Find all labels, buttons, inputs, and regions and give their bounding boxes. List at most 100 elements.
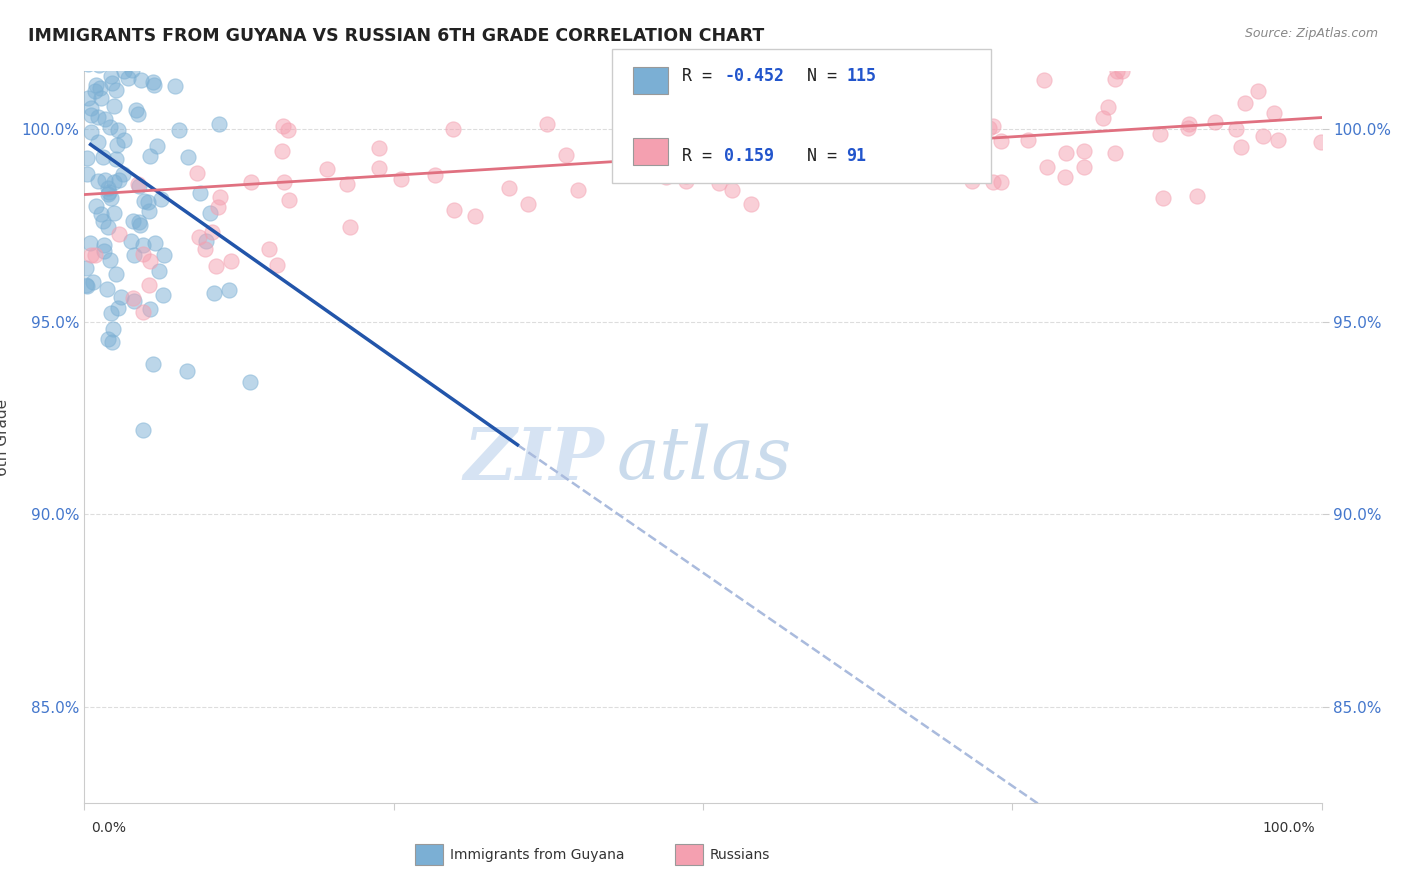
Point bbox=[702, 142, 724, 156]
Point bbox=[136, 195, 159, 210]
Point bbox=[112, 133, 135, 147]
Point bbox=[100, 191, 122, 205]
Point bbox=[278, 194, 301, 208]
Point bbox=[207, 201, 229, 215]
Point bbox=[122, 294, 145, 309]
Point bbox=[721, 183, 744, 197]
Point bbox=[142, 75, 165, 89]
Point bbox=[132, 423, 155, 437]
Text: Russians: Russians bbox=[710, 847, 770, 862]
Point bbox=[76, 151, 98, 165]
Point bbox=[152, 287, 174, 301]
Point bbox=[202, 285, 225, 300]
Point bbox=[75, 45, 97, 59]
Text: N =: N = bbox=[787, 67, 848, 85]
Point bbox=[148, 264, 170, 278]
Point bbox=[76, 57, 98, 71]
Point bbox=[131, 247, 153, 261]
Point bbox=[134, 194, 156, 209]
Text: 115: 115 bbox=[846, 67, 876, 85]
Point bbox=[983, 119, 1005, 133]
Point bbox=[149, 192, 172, 206]
Point bbox=[1230, 140, 1253, 154]
Point bbox=[675, 169, 697, 183]
Point bbox=[138, 277, 160, 292]
Point bbox=[84, 78, 107, 92]
Point bbox=[97, 187, 120, 202]
Point bbox=[107, 173, 129, 187]
Point bbox=[962, 174, 984, 188]
Point bbox=[1187, 189, 1209, 203]
Point bbox=[105, 267, 128, 281]
Point bbox=[441, 121, 464, 136]
Point bbox=[139, 302, 162, 317]
Point bbox=[138, 253, 160, 268]
Point bbox=[122, 248, 145, 262]
Point bbox=[209, 190, 232, 204]
Text: 100.0%: 100.0% bbox=[1263, 821, 1315, 835]
Point bbox=[82, 276, 104, 290]
Point bbox=[103, 175, 125, 189]
Point bbox=[105, 83, 128, 97]
Point bbox=[1018, 133, 1040, 147]
Point bbox=[1104, 146, 1126, 161]
Point bbox=[97, 45, 120, 59]
Point bbox=[266, 258, 288, 272]
Point bbox=[1111, 64, 1133, 78]
Point bbox=[103, 206, 125, 220]
Point bbox=[97, 332, 120, 346]
Point bbox=[101, 45, 124, 59]
Text: 0.0%: 0.0% bbox=[91, 821, 127, 835]
Point bbox=[675, 173, 697, 187]
Point bbox=[1247, 84, 1270, 98]
Point bbox=[97, 219, 120, 234]
Text: Source: ZipAtlas.com: Source: ZipAtlas.com bbox=[1244, 27, 1378, 40]
Point bbox=[82, 54, 104, 68]
Point bbox=[389, 172, 412, 186]
Point bbox=[740, 196, 762, 211]
Point bbox=[1178, 117, 1201, 131]
Point bbox=[100, 70, 122, 84]
Point bbox=[76, 45, 98, 59]
Point bbox=[143, 235, 166, 250]
Point bbox=[204, 259, 226, 273]
Point bbox=[108, 227, 131, 241]
Point bbox=[75, 45, 97, 59]
Point bbox=[516, 196, 538, 211]
Point bbox=[1073, 144, 1095, 158]
Point bbox=[749, 110, 772, 124]
Point bbox=[1104, 72, 1126, 87]
Point bbox=[1263, 106, 1285, 120]
Point bbox=[1204, 115, 1226, 129]
Point bbox=[76, 167, 98, 181]
Point bbox=[91, 214, 114, 228]
Point bbox=[1091, 112, 1114, 126]
Point bbox=[167, 122, 190, 136]
Point bbox=[107, 123, 129, 137]
Point bbox=[91, 45, 114, 59]
Point bbox=[198, 206, 221, 220]
Point bbox=[93, 150, 115, 164]
Text: atlas: atlas bbox=[616, 424, 792, 494]
Point bbox=[1177, 121, 1199, 136]
Point bbox=[273, 175, 295, 189]
Point bbox=[76, 279, 98, 293]
Point bbox=[100, 45, 122, 59]
Point bbox=[128, 215, 150, 229]
Point bbox=[100, 45, 122, 59]
Point bbox=[1054, 170, 1077, 185]
Point bbox=[121, 292, 143, 306]
Point bbox=[129, 219, 152, 233]
Point bbox=[887, 145, 910, 159]
Point bbox=[721, 128, 744, 143]
Point bbox=[1309, 135, 1331, 149]
Point bbox=[498, 181, 520, 195]
Point bbox=[90, 91, 112, 105]
Point bbox=[90, 207, 112, 221]
Point bbox=[567, 184, 589, 198]
Point bbox=[84, 248, 107, 262]
Text: -0.452: -0.452 bbox=[724, 67, 785, 85]
Point bbox=[114, 45, 136, 59]
Point bbox=[187, 229, 209, 244]
Text: 91: 91 bbox=[846, 147, 866, 165]
